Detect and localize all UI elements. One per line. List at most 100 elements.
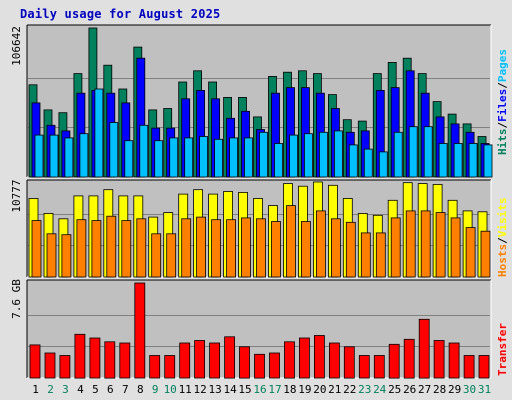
y-max-label-2: 7.6 GB <box>10 279 23 319</box>
bar-transfer-day-25 <box>388 343 400 379</box>
bar-pages-day-23 <box>363 148 373 178</box>
bar-pages-day-2 <box>49 134 59 178</box>
bar-hosts-day-15 <box>241 217 251 278</box>
bar-hosts-day-8 <box>136 218 147 278</box>
bar-transfer-day-31 <box>478 355 490 379</box>
day-label-8: 8 <box>137 383 144 396</box>
bar-hosts-day-3 <box>61 234 72 278</box>
bar-transfer-day-23 <box>358 355 370 379</box>
bar-transfer-day-15 <box>239 346 250 379</box>
bar-transfer-day-29 <box>448 342 460 379</box>
day-label-25: 25 <box>388 383 401 396</box>
bar-hosts-day-11 <box>181 218 192 278</box>
bar-hosts-day-1 <box>31 220 42 278</box>
day-label-21: 21 <box>328 383 341 396</box>
bar-hosts-day-6 <box>106 215 117 278</box>
bar-pages-day-15 <box>244 137 253 178</box>
day-label-7: 7 <box>122 383 129 396</box>
bar-transfer-day-6 <box>104 341 116 379</box>
day-label-23: 23 <box>358 383 371 396</box>
bar-pages-day-19 <box>303 133 313 178</box>
bar-pages-day-11 <box>184 137 194 178</box>
legend-separator: / <box>496 82 509 89</box>
bar-hosts-day-23 <box>360 232 371 278</box>
bar-transfer-day-4 <box>74 333 86 379</box>
bar-hosts-day-4 <box>76 219 87 278</box>
bar-pages-day-25 <box>393 131 403 178</box>
bar-hosts-day-27 <box>420 210 431 278</box>
bar-pages-day-24 <box>378 151 388 178</box>
bar-transfer-day-16 <box>254 353 265 379</box>
bar-hosts-day-30 <box>465 227 476 278</box>
legend-2: Transfer <box>496 323 509 376</box>
day-label-11: 11 <box>179 383 192 396</box>
bar-hosts-day-13 <box>211 219 222 278</box>
legend-files: Files <box>496 89 509 122</box>
bar-transfer-day-24 <box>373 355 385 379</box>
day-label-15: 15 <box>238 383 251 396</box>
day-label-16: 16 <box>253 383 266 396</box>
bar-hosts-day-9 <box>151 233 162 278</box>
legend-0: Hits/Files/Pages <box>496 49 509 155</box>
bar-pages-day-13 <box>214 138 224 178</box>
bar-pages-day-18 <box>289 134 298 178</box>
day-label-19: 19 <box>298 383 311 396</box>
bar-pages-day-1 <box>34 134 44 178</box>
bar-pages-day-3 <box>64 137 74 178</box>
bar-pages-day-12 <box>199 136 209 178</box>
bar-transfer-day-14 <box>224 336 236 379</box>
legend-hosts: Hosts <box>496 244 509 277</box>
y-max-label-0: 106642 <box>10 26 23 66</box>
bar-pages-day-17 <box>274 143 283 178</box>
day-label-14: 14 <box>223 383 237 396</box>
bar-hosts-day-5 <box>91 220 102 278</box>
bar-hosts-day-28 <box>435 212 446 278</box>
day-label-3: 3 <box>62 383 69 396</box>
bar-hosts-day-18 <box>286 205 296 278</box>
bar-pages-day-10 <box>169 137 179 178</box>
bar-pages-day-20 <box>318 131 328 178</box>
bar-pages-day-14 <box>229 137 239 178</box>
day-label-5: 5 <box>92 383 99 396</box>
day-label-20: 20 <box>313 383 326 396</box>
bar-pages-day-28 <box>438 143 448 178</box>
day-label-2: 2 <box>47 383 54 396</box>
bar-transfer-day-2 <box>44 352 56 379</box>
bar-transfer-day-26 <box>403 338 415 379</box>
legend-1: Hosts/Visits <box>496 198 509 278</box>
bar-transfer-day-8 <box>134 282 146 379</box>
bar-pages-day-31 <box>483 144 493 178</box>
bar-hosts-day-12 <box>196 216 207 278</box>
day-label-4: 4 <box>77 383 84 396</box>
bar-hosts-day-26 <box>405 210 416 278</box>
day-label-26: 26 <box>403 383 416 396</box>
bar-transfer-day-17 <box>269 352 280 379</box>
bar-transfer-day-27 <box>418 318 430 379</box>
day-label-17: 17 <box>268 383 281 396</box>
bar-hosts-day-22 <box>345 221 356 278</box>
bar-transfer-day-7 <box>119 342 131 379</box>
bar-pages-day-5 <box>94 88 104 178</box>
day-label-9: 9 <box>152 383 159 396</box>
bar-pages-day-29 <box>453 143 463 178</box>
bar-hosts-day-10 <box>166 233 177 278</box>
bar-transfer-day-20 <box>313 335 325 379</box>
day-label-24: 24 <box>373 383 387 396</box>
day-label-29: 29 <box>448 383 461 396</box>
y-max-label-1: 10777 <box>10 179 23 212</box>
bar-pages-day-22 <box>348 144 358 178</box>
bar-hosts-day-2 <box>46 233 57 278</box>
bar-hosts-day-20 <box>315 210 326 278</box>
bar-transfer-day-28 <box>433 340 445 379</box>
bar-hosts-day-25 <box>390 217 401 278</box>
day-label-30: 30 <box>463 383 476 396</box>
chart-title: Daily usage for August 2025 <box>20 7 221 21</box>
bar-hosts-day-29 <box>450 217 461 278</box>
bar-pages-day-30 <box>468 143 478 178</box>
bar-pages-day-16 <box>259 131 268 178</box>
legend-transfer: Transfer <box>496 323 509 376</box>
bar-pages-day-7 <box>124 140 134 178</box>
bar-pages-day-27 <box>423 126 433 178</box>
bar-transfer-day-11 <box>179 342 191 379</box>
axis-labels: 106642 10777 7.6 GB Hits/Files/Pages Hosts/V… <box>10 26 509 396</box>
